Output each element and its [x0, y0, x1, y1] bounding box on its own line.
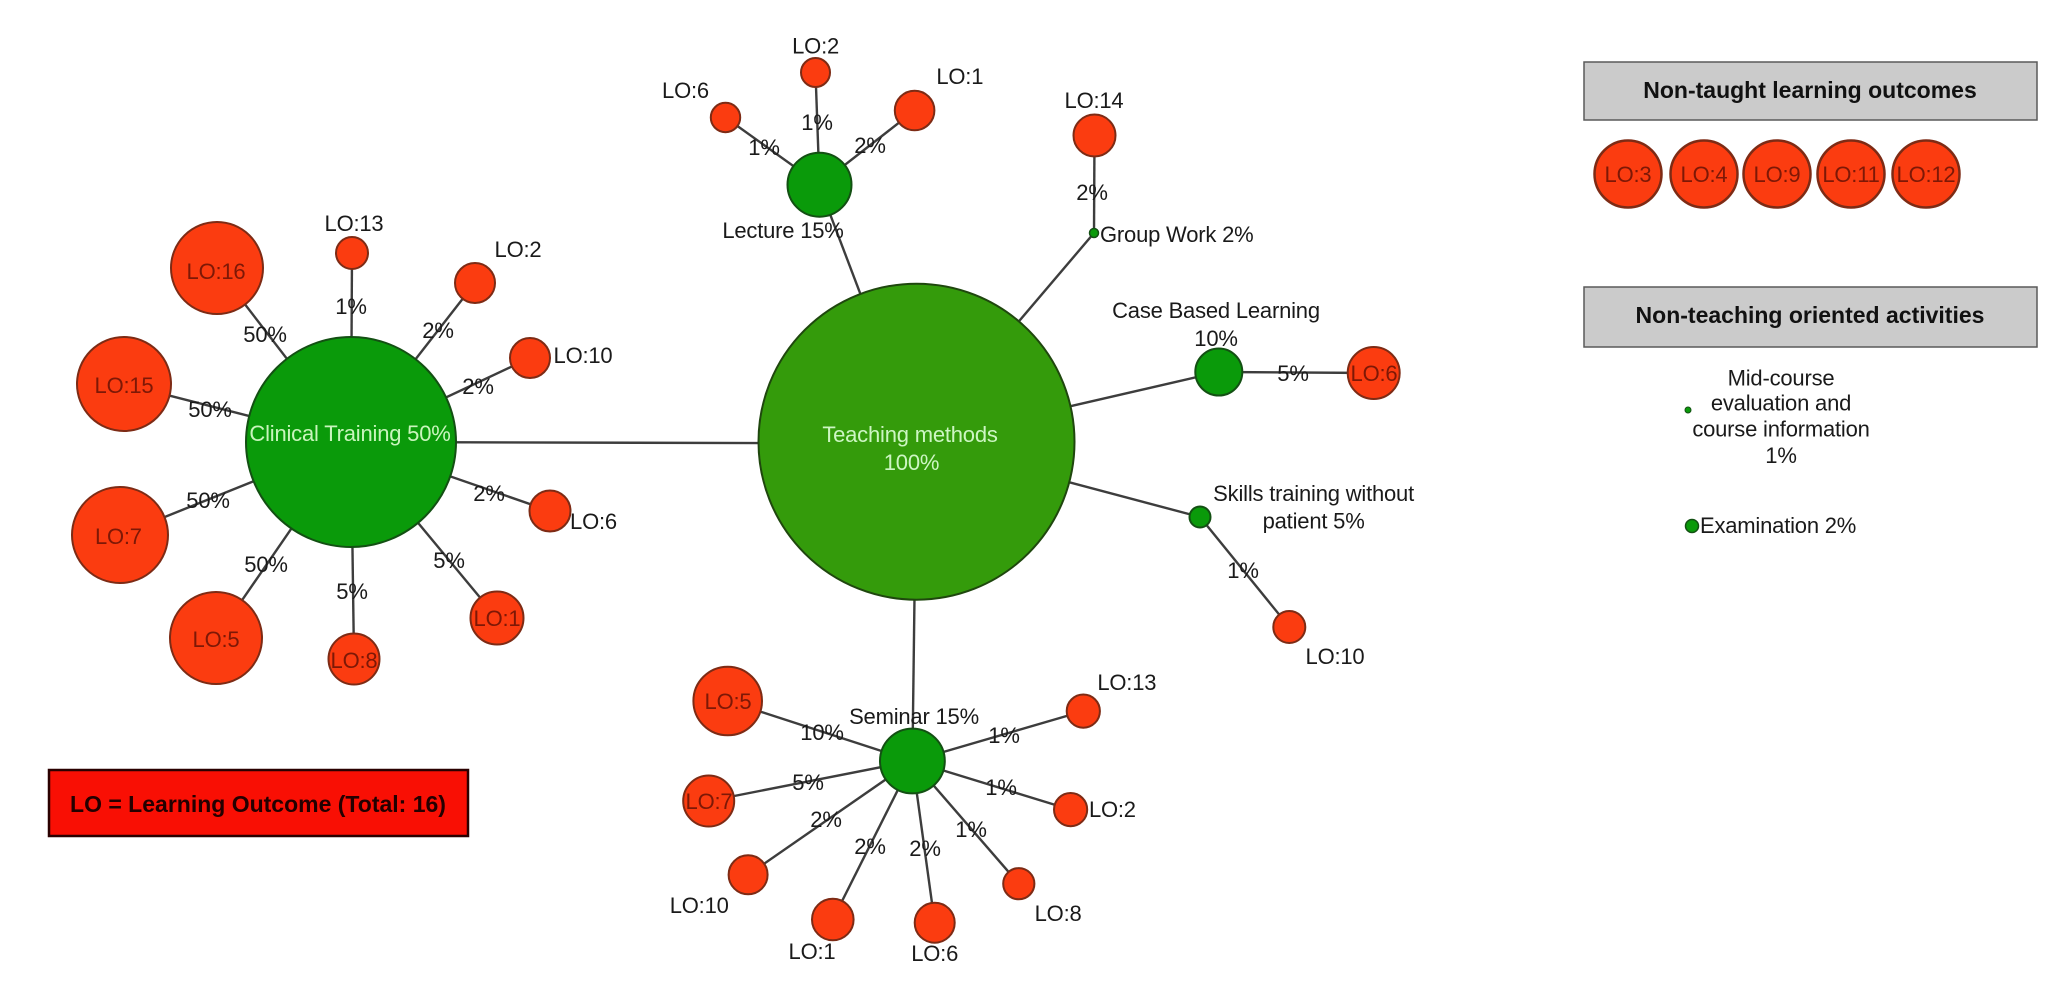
svg-text:LO:15: LO:15	[95, 373, 154, 398]
svg-text:Non-taught learning outcomes: Non-taught learning outcomes	[1643, 77, 1977, 103]
svg-text:LO:9: LO:9	[1754, 162, 1801, 187]
svg-text:LO:6: LO:6	[1351, 361, 1398, 386]
svg-text:2%: 2%	[909, 836, 940, 861]
svg-text:50%: 50%	[244, 552, 287, 577]
svg-text:2%: 2%	[422, 318, 453, 343]
svg-text:Lecture 15%: Lecture 15%	[722, 218, 843, 243]
svg-text:1%: 1%	[335, 294, 366, 319]
svg-text:LO:4: LO:4	[1681, 162, 1728, 187]
svg-text:1%: 1%	[1765, 443, 1796, 468]
svg-text:1%: 1%	[801, 110, 832, 135]
svg-text:Case Based Learning: Case Based Learning	[1112, 298, 1320, 323]
svg-text:LO:3: LO:3	[1605, 162, 1652, 187]
svg-text:LO:6: LO:6	[570, 509, 617, 534]
svg-text:LO:5: LO:5	[193, 627, 240, 652]
svg-text:1%: 1%	[985, 775, 1016, 800]
svg-text:1%: 1%	[748, 135, 779, 160]
svg-text:LO:2: LO:2	[792, 34, 839, 59]
svg-text:1%: 1%	[988, 723, 1019, 748]
svg-text:Non-teaching oriented activiti: Non-teaching oriented activities	[1636, 302, 1985, 328]
svg-text:LO:5: LO:5	[705, 689, 752, 714]
svg-text:Teaching methods: Teaching methods	[822, 422, 998, 447]
svg-text:LO:6: LO:6	[911, 941, 958, 966]
svg-text:LO:14: LO:14	[1065, 88, 1124, 113]
svg-text:5%: 5%	[1277, 361, 1308, 386]
svg-text:2%: 2%	[462, 374, 493, 399]
svg-text:LO:12: LO:12	[1897, 162, 1956, 187]
svg-text:2%: 2%	[473, 481, 504, 506]
svg-text:10%: 10%	[1194, 326, 1237, 351]
svg-text:2%: 2%	[1076, 180, 1107, 205]
svg-text:5%: 5%	[433, 548, 464, 573]
svg-text:Clinical Training 50%: Clinical Training 50%	[249, 421, 450, 446]
svg-text:patient 5%: patient 5%	[1263, 509, 1365, 534]
svg-text:LO:11: LO:11	[1822, 162, 1879, 187]
svg-text:50%: 50%	[188, 397, 231, 422]
svg-text:LO:10: LO:10	[1306, 644, 1365, 669]
svg-text:2%: 2%	[854, 834, 885, 859]
svg-text:10%: 10%	[800, 720, 843, 745]
svg-text:50%: 50%	[186, 488, 229, 513]
svg-text:LO:1: LO:1	[474, 606, 521, 631]
svg-text:LO:7: LO:7	[95, 524, 142, 549]
svg-text:1%: 1%	[1227, 558, 1258, 583]
svg-text:LO:2: LO:2	[495, 237, 542, 262]
svg-text:5%: 5%	[336, 579, 367, 604]
svg-text:course information: course information	[1692, 417, 1869, 442]
svg-text:LO:13: LO:13	[1097, 670, 1156, 695]
svg-text:LO:8: LO:8	[331, 648, 378, 673]
svg-text:LO:2: LO:2	[1089, 797, 1136, 822]
svg-text:LO:8: LO:8	[1035, 901, 1082, 926]
svg-text:LO:10: LO:10	[554, 343, 613, 368]
svg-text:LO:13: LO:13	[325, 211, 384, 236]
svg-text:LO:6: LO:6	[662, 78, 709, 103]
svg-text:Group Work 2%: Group Work 2%	[1100, 222, 1254, 247]
svg-text:LO:10: LO:10	[670, 893, 729, 918]
svg-text:2%: 2%	[854, 133, 885, 158]
svg-text:evaluation and: evaluation and	[1711, 391, 1851, 416]
svg-text:5%: 5%	[792, 770, 823, 795]
svg-text:Examination 2%: Examination 2%	[1700, 513, 1856, 538]
svg-text:100%: 100%	[884, 450, 939, 475]
svg-text:LO = Learning Outcome (Total:: LO = Learning Outcome (Total: 16)	[70, 791, 446, 817]
svg-text:Skills training without: Skills training without	[1213, 481, 1414, 506]
svg-text:Mid-course: Mid-course	[1728, 366, 1835, 391]
svg-text:50%: 50%	[243, 322, 286, 347]
svg-text:LO:16: LO:16	[187, 259, 246, 284]
svg-text:1%: 1%	[955, 817, 986, 842]
svg-text:LO:7: LO:7	[686, 789, 733, 814]
svg-text:LO:1: LO:1	[789, 939, 836, 964]
svg-text:2%: 2%	[810, 807, 841, 832]
svg-text:Seminar 15%: Seminar 15%	[849, 704, 979, 729]
svg-text:LO:1: LO:1	[936, 64, 983, 89]
